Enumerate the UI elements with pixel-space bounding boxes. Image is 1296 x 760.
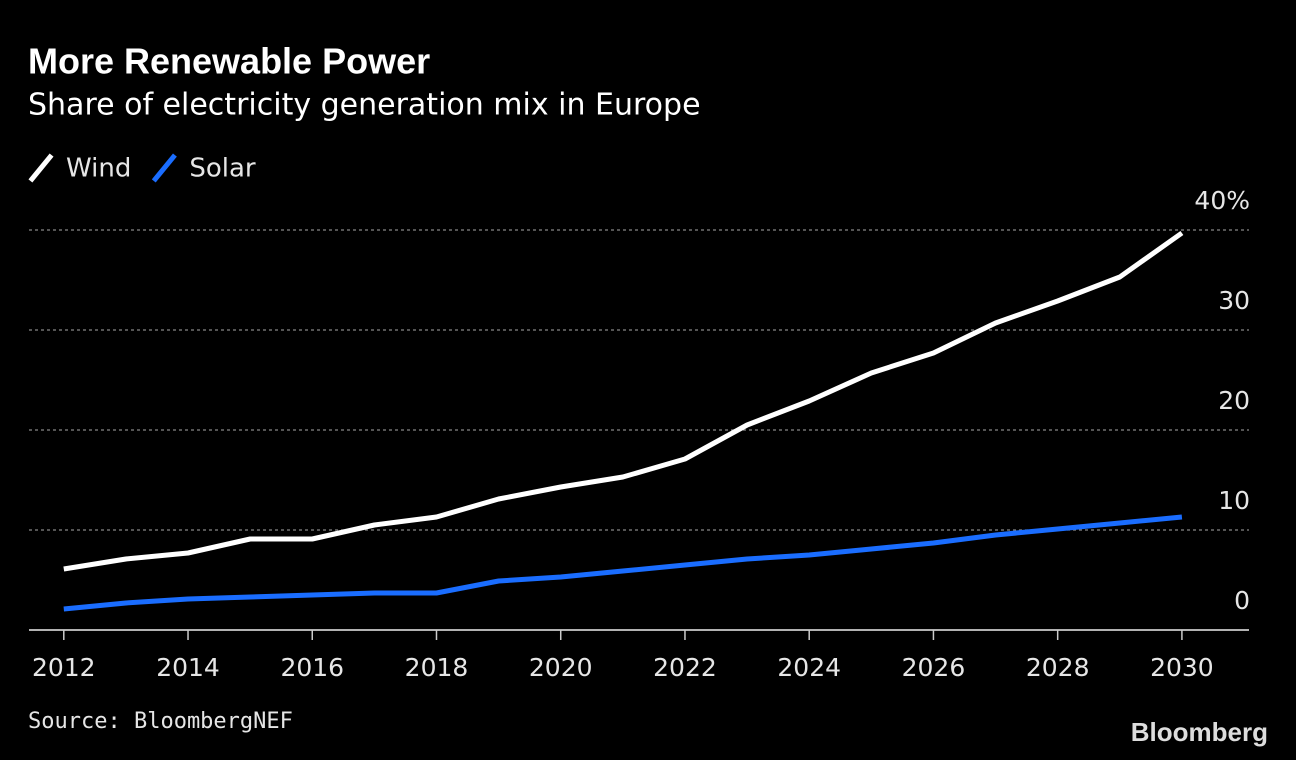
y-tick-label: 40% [1194,186,1250,215]
source: Source: BloombergNEF [28,709,293,734]
y-tick-label: 0 [1234,586,1250,615]
y-tick-label: 30 [1218,286,1250,315]
legend-swatch [151,153,177,183]
x-tick-label: 2028 [1026,653,1090,682]
legend-swatch [28,153,54,183]
legend-label: Solar [189,154,256,184]
x-tick-label: 2016 [280,653,344,682]
series-line [63,230,1184,572]
x-tick-label: 2018 [405,653,469,682]
chart-title: More Renewable Power [28,41,430,82]
x-tick-label: 2022 [653,653,717,682]
chart-subtitle: Share of electricity generation mix in E… [28,88,701,123]
x-tick-label: 2030 [1150,653,1214,682]
x-tick-label: 2012 [32,653,96,682]
x-tick-label: 2026 [902,653,966,682]
x-tick-label: 2020 [529,653,593,682]
y-tick-label: 10 [1218,486,1250,515]
legend-label: Wind [66,154,131,184]
x-tick-label: 2024 [777,653,841,682]
x-tick-label: 2014 [156,653,220,682]
brand-logo: Bloomberg [1131,717,1268,747]
series-line [63,514,1183,612]
y-tick-label: 20 [1218,386,1250,415]
